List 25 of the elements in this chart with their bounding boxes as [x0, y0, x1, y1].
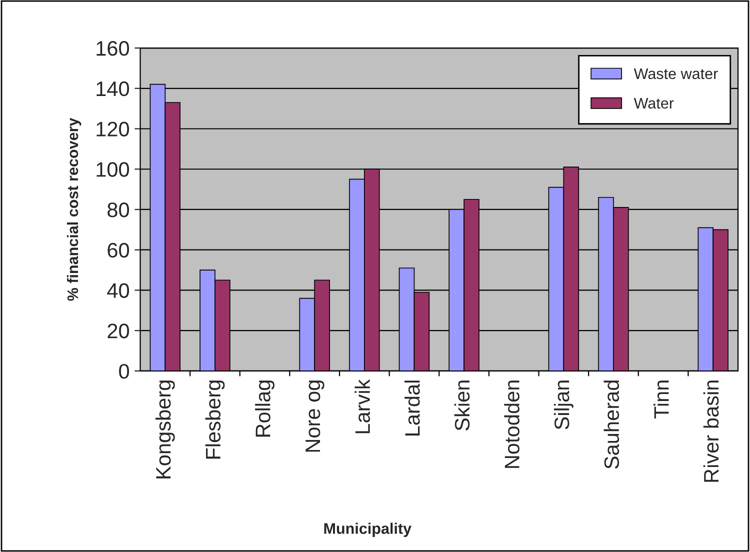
- legend-label: Water: [634, 98, 674, 109]
- y-tick-label: 120: [96, 122, 130, 137]
- x-tick-label: River basin: [703, 380, 719, 482]
- x-tick-label: Nore og: [306, 380, 324, 452]
- x-tick-label: Larvik: [354, 379, 370, 434]
- x-tick-label: Siljan: [554, 380, 574, 430]
- x-tick-label: Sauherad: [604, 380, 620, 469]
- x-tick-label: Lardal: [404, 380, 420, 436]
- y-tick-label: 80: [108, 202, 130, 218]
- x-tick-label: Tinn: [654, 380, 669, 419]
- legend-label: Waste water: [634, 68, 718, 80]
- y-tick-label: 0: [119, 364, 130, 379]
- x-tick-label: Rollag: [255, 380, 274, 437]
- x-tick-label: Notodden: [504, 380, 520, 468]
- x-axis-title: Municipality: [324, 522, 412, 537]
- x-tick-label: Kongsberg: [155, 380, 175, 478]
- y-tick-label: 20: [108, 324, 130, 338]
- x-tick-label: Skien: [454, 380, 470, 430]
- y-tick-label: 100: [96, 162, 130, 177]
- y-tick-label: 140: [96, 81, 130, 96]
- y-tick-label: 40: [107, 283, 130, 298]
- y-tick-label: 160: [96, 41, 130, 56]
- y-tick-label: 60: [108, 242, 130, 258]
- x-tick-label: Flesberg: [205, 380, 225, 459]
- y-axis-title: % financial cost recovery: [66, 118, 82, 301]
